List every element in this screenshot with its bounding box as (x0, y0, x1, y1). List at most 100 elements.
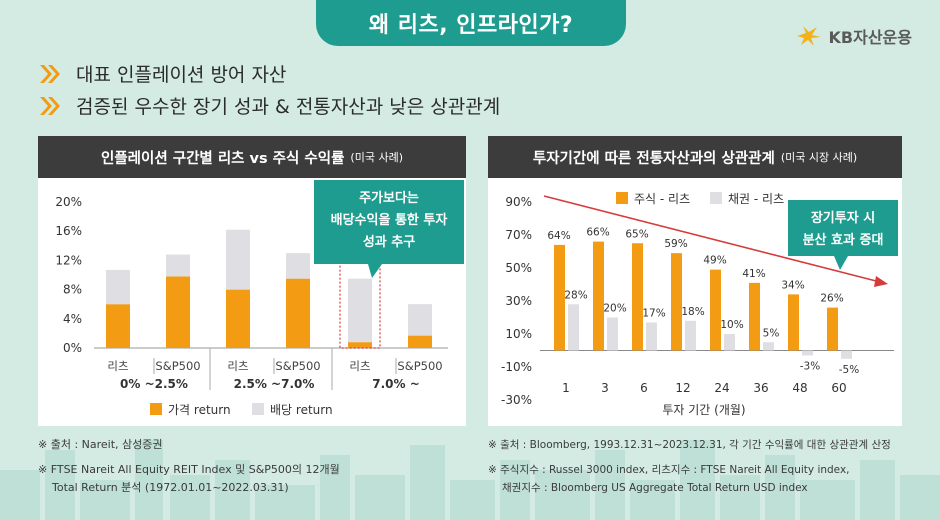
data-label-stock-reit: 26% (820, 293, 843, 305)
double-chevron-icon (40, 64, 60, 83)
bar-stock-reit (632, 243, 643, 351)
x-tick-label: 36 (753, 381, 768, 395)
y-tick-label: 30% (505, 294, 532, 308)
left-stacked-bar-chart: 0%4%8%12%16%20%0% ~2.5% 2.5% ~7.0% 7.0% ~리… (55, 180, 464, 417)
x-category-label: S&P500 (397, 359, 442, 373)
brand-name: KB자산운용 (828, 28, 912, 47)
data-label-bond-reit: 17% (642, 307, 665, 319)
group-label: 2.5% ~7.0% (234, 377, 315, 391)
callout-text: 분산 효과 증대 (803, 232, 884, 248)
callout-text: 장기투자 시 (811, 210, 875, 226)
bar-bond-reit (685, 320, 696, 351)
data-label-bond-reit: -3% (800, 360, 820, 372)
right-chart-subtitle: (미국 시장 사례) (780, 151, 858, 164)
bar-price-return (348, 342, 372, 348)
x-tick-label: 1 (562, 381, 570, 395)
data-label-bond-reit: 28% (564, 289, 587, 301)
x-axis-label: 투자 기간 (개월) (662, 403, 745, 417)
data-label-stock-reit: 34% (781, 279, 804, 291)
data-label-stock-reit: 66% (586, 227, 609, 239)
y-tick-label: 90% (505, 195, 532, 209)
bar-bond-reit (724, 334, 735, 351)
y-tick-label: 50% (505, 261, 532, 275)
right-note-index-line2: 채권지수 : Bloomberg US Aggregate Total Retu… (502, 482, 808, 494)
bullet-text-1: 대표 인플레이션 방어 자산 (76, 64, 287, 86)
legend-swatch-bond-reit (710, 192, 722, 204)
legend-swatch-dividend (252, 403, 264, 415)
y-tick-label: -30% (501, 393, 532, 407)
left-note-source: ※ 출처 : Nareit, 삼성증권 (38, 438, 163, 451)
bar-dividend-return (226, 229, 250, 290)
legend-label-stock-reit: 주식 - 리츠 (634, 192, 690, 206)
bar-price-return (106, 304, 130, 348)
legend-swatch-price (150, 403, 162, 415)
callout-text: 배당수익을 통한 투자 (331, 212, 448, 228)
right-chart-header: 투자기간에 따른 전통자산과의 상관관계 (미국 시장 사례) (488, 136, 902, 178)
right-chart-panel: 투자기간에 따른 전통자산과의 상관관계 (미국 시장 사례) 90% 70% 50… (488, 136, 902, 426)
bar-stock-reit (710, 269, 721, 351)
group-label: 0% ~2.5% (120, 377, 188, 391)
y-tick-label: -10% (501, 360, 532, 374)
x-tick-label: 12 (675, 381, 690, 395)
bar-price-return (408, 335, 432, 348)
left-chart-title: 인플레이션 구간별 리츠 vs 주식 수익률 (101, 150, 345, 167)
x-tick-label: 60 (831, 381, 846, 395)
legend-label-price: 가격 return (168, 403, 231, 417)
data-label-bond-reit: 20% (603, 303, 626, 315)
data-label-stock-reit: 65% (625, 228, 648, 240)
bar-stock-reit (593, 241, 604, 351)
bullet-item-2: 검증된 우수한 장기 성과 & 전통자산과 낮은 상관관계 (38, 92, 500, 119)
bar-stock-reit (671, 253, 682, 351)
bar-stock-reit (554, 244, 565, 351)
y-tick-label: 10% (505, 327, 532, 341)
x-tick-label: 24 (714, 381, 729, 395)
legend-swatch-stock-reit (616, 192, 628, 204)
trend-arrow-head (874, 276, 888, 287)
right-note-source: ※ 출처 : Bloomberg, 1993.12.31~2023.12.31,… (488, 439, 891, 451)
double-chevron-icon (40, 96, 60, 115)
right-note-index: ※ 주식지수 : Russel 3000 index, 리츠지수 : FTSE … (488, 461, 850, 497)
bar-stock-reit (749, 282, 760, 351)
x-category-label: 리츠 (107, 359, 128, 373)
legend-label-dividend: 배당 return (270, 403, 333, 417)
right-chart-title: 투자기간에 따른 전통자산과의 상관관계 (532, 150, 775, 167)
bar-bond-reit (841, 350, 852, 359)
x-category-label: S&P500 (155, 359, 200, 373)
bar-bond-reit (763, 342, 774, 351)
callout-text: 주가보다는 (359, 190, 419, 206)
bar-dividend-return (166, 254, 190, 277)
bar-dividend-return (348, 278, 372, 343)
data-label-bond-reit: 18% (681, 306, 704, 318)
data-label-stock-reit: 41% (742, 268, 765, 280)
y-tick-label: 16% (55, 224, 82, 238)
page-title: 왜 리츠, 인프라인가? (316, 0, 626, 46)
bar-price-return (166, 276, 190, 348)
data-label-stock-reit: 49% (703, 255, 726, 267)
bar-stock-reit (827, 307, 838, 351)
left-chart-header: 인플레이션 구간별 리츠 vs 주식 수익률 (미국 사례) (38, 136, 466, 178)
left-note-index: ※ FTSE Nareit All Equity REIT Index 및 S&… (38, 461, 340, 497)
brand-logo: KB자산운용 (793, 24, 912, 48)
city-skyline-background (0, 440, 940, 520)
trend-arrow-line (543, 195, 881, 283)
left-note-index-line1: ※ FTSE Nareit All Equity REIT Index 및 S&… (38, 463, 340, 476)
data-label-bond-reit: -5% (839, 364, 859, 376)
left-chart-panel: 인플레이션 구간별 리츠 vs 주식 수익률 (미국 사례) 0% 4% 8% 12%… (38, 136, 466, 426)
bar-bond-reit (646, 322, 657, 351)
left-note-index-line2: Total Return 분석 (1972.01.01~2022.03.31) (52, 481, 289, 494)
bar-bond-reit (802, 350, 813, 356)
data-label-bond-reit: 10% (720, 319, 743, 331)
x-tick-label: 3 (601, 381, 609, 395)
y-tick-label: 8% (63, 283, 82, 297)
data-label-stock-reit: 59% (664, 238, 687, 250)
bar-stock-reit (788, 294, 799, 351)
x-category-label: 리츠 (227, 359, 248, 373)
bar-bond-reit (607, 317, 618, 351)
callout-pointer (368, 264, 382, 278)
bar-dividend-return (408, 304, 432, 336)
x-category-label: S&P500 (275, 359, 320, 373)
callout-bubble (314, 180, 464, 264)
y-tick-label: 20% (55, 195, 82, 209)
y-tick-label: 70% (505, 228, 532, 242)
bar-price-return (286, 278, 310, 348)
